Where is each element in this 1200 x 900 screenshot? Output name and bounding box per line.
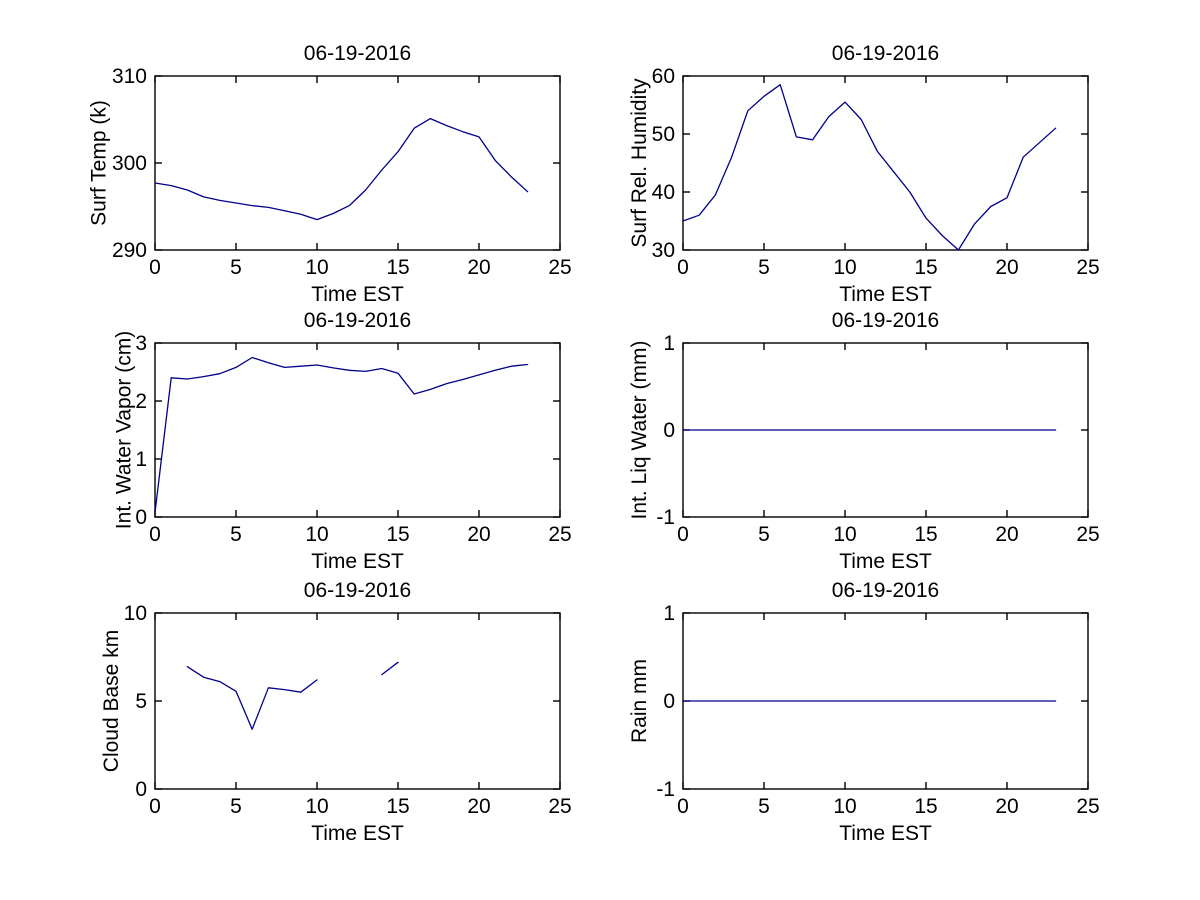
y-tick-label: 40 — [652, 181, 675, 204]
subplot-title: 06-19-2016 — [304, 579, 411, 602]
x-tick-label: 15 — [386, 795, 409, 818]
x-tick-label: 10 — [833, 523, 856, 546]
x-tick-label: 25 — [548, 523, 571, 546]
x-tick-label: 15 — [386, 523, 409, 546]
x-tick-label: 10 — [305, 795, 328, 818]
x-tick-label: 5 — [758, 523, 770, 546]
subplot-cloud-base: 0 5 10 15 20 25 0 5 10 06-19-2016 Time EST Cloud Ba… — [100, 579, 572, 845]
axes-box — [154, 342, 561, 518]
y-tick-label: 290 — [112, 239, 147, 262]
x-tick-label: 10 — [833, 256, 856, 279]
x-tick-label: 0 — [677, 256, 689, 279]
y-tick-label: 1 — [135, 448, 147, 471]
data-line — [186, 666, 318, 730]
y-axis-label: Rain mm — [628, 659, 651, 743]
y-tick-label: 310 — [112, 65, 147, 88]
data-line — [154, 356, 529, 514]
x-tick-label: 20 — [467, 795, 490, 818]
y-tick-label: 0 — [663, 690, 675, 713]
y-axis-label: Int. Water Vapor (cm) — [113, 331, 136, 529]
subplot-surf-rel-humidity: 0 5 10 15 20 25 30 40 50 60 06-19-2016 Time EST Surf… — [628, 42, 1100, 306]
y-tick-label: 1 — [663, 332, 675, 355]
x-axis-label: Time EST — [839, 283, 932, 306]
x-tick-label: 5 — [230, 523, 242, 546]
x-tick-label: 0 — [677, 795, 689, 818]
y-tick-label: 0 — [135, 506, 147, 529]
data-line — [381, 661, 399, 676]
subplot-surf-temp: 0 5 10 15 20 25 290 300 310 06-19-2016 Time EST Sur… — [88, 42, 572, 306]
y-axis-label: Surf Temp (k) — [88, 100, 111, 226]
y-tick-label: 0 — [135, 778, 147, 801]
x-tick-label: 0 — [149, 795, 161, 818]
y-tick-label: 0 — [663, 419, 675, 442]
y-tick-label: 30 — [652, 239, 675, 262]
x-tick-label: 25 — [1076, 795, 1099, 818]
x-tick-label: 20 — [467, 256, 490, 279]
x-tick-label: 25 — [1076, 523, 1099, 546]
subplot-title: 06-19-2016 — [304, 42, 411, 65]
x-tick-label: 0 — [149, 256, 161, 279]
x-tick-label: 5 — [758, 256, 770, 279]
x-tick-label: 15 — [914, 795, 937, 818]
y-tick-label: 300 — [112, 152, 147, 175]
data-line — [154, 117, 529, 221]
subplot-title: 06-19-2016 — [304, 309, 411, 332]
y-axis-label: Surf Rel. Humidity — [628, 78, 651, 248]
axes-box — [154, 612, 561, 790]
x-tick-label: 15 — [914, 523, 937, 546]
subplot-title: 06-19-2016 — [832, 42, 939, 65]
subplot-title: 06-19-2016 — [832, 309, 939, 332]
axes-box — [154, 75, 561, 251]
x-tick-label: 20 — [467, 523, 490, 546]
x-tick-label: 20 — [995, 523, 1018, 546]
subplot-int-water-vapor: 0 5 10 15 20 25 0 1 2 3 06-19-2016 Time EST Int. Wat… — [113, 309, 572, 573]
x-tick-label: 25 — [548, 256, 571, 279]
x-tick-label: 25 — [548, 795, 571, 818]
x-tick-label: 0 — [677, 523, 689, 546]
x-tick-label: 10 — [305, 523, 328, 546]
axes-box — [682, 75, 1089, 251]
x-tick-label: 15 — [914, 256, 937, 279]
y-tick-label: -1 — [656, 506, 675, 529]
subplot-title: 06-19-2016 — [832, 579, 939, 602]
y-axis-label: Cloud Base km — [100, 630, 123, 772]
x-tick-label: 15 — [386, 256, 409, 279]
x-tick-label: 0 — [149, 523, 161, 546]
x-axis-label: Time EST — [311, 550, 404, 573]
x-tick-label: 10 — [833, 795, 856, 818]
y-tick-label: 1 — [663, 602, 675, 625]
x-axis-label: Time EST — [311, 283, 404, 306]
y-tick-label: 60 — [652, 65, 675, 88]
x-tick-label: 5 — [230, 795, 242, 818]
x-tick-label: 10 — [305, 256, 328, 279]
x-tick-label: 5 — [230, 256, 242, 279]
y-tick-label: 10 — [124, 602, 147, 625]
x-axis-label: Time EST — [839, 550, 932, 573]
x-tick-label: 5 — [758, 795, 770, 818]
y-tick-label: 5 — [135, 690, 147, 713]
y-tick-label: 50 — [652, 123, 675, 146]
x-axis-label: Time EST — [839, 822, 932, 845]
y-tick-label: 3 — [135, 332, 147, 355]
x-tick-label: 20 — [995, 256, 1018, 279]
x-tick-label: 25 — [1076, 256, 1099, 279]
data-line — [682, 84, 1057, 251]
x-axis-label: Time EST — [311, 822, 404, 845]
y-tick-label: 2 — [135, 390, 147, 413]
y-axis-label: Int. Liq Water (mm) — [628, 341, 651, 520]
y-tick-label: -1 — [656, 778, 675, 801]
x-tick-label: 20 — [995, 795, 1018, 818]
